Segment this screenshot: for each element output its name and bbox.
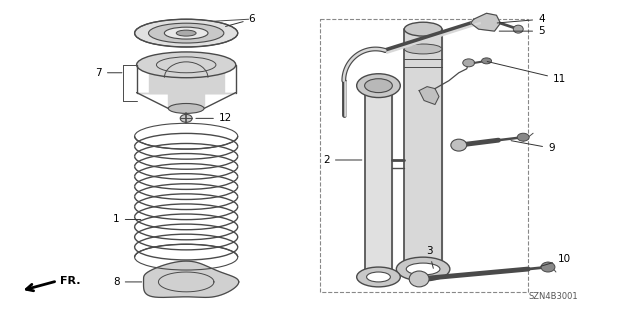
Polygon shape xyxy=(136,65,236,93)
Text: 3: 3 xyxy=(426,246,433,268)
Ellipse shape xyxy=(356,74,400,98)
Polygon shape xyxy=(365,85,392,277)
Polygon shape xyxy=(136,93,236,108)
Ellipse shape xyxy=(148,23,224,43)
Text: 11: 11 xyxy=(487,62,566,84)
Text: SZN4B3001: SZN4B3001 xyxy=(528,292,578,301)
Text: 5: 5 xyxy=(499,26,545,36)
Ellipse shape xyxy=(481,58,492,64)
Ellipse shape xyxy=(176,30,196,36)
Polygon shape xyxy=(419,87,439,105)
Text: 8: 8 xyxy=(113,277,142,287)
Text: 6: 6 xyxy=(225,14,255,26)
Ellipse shape xyxy=(541,262,555,272)
Text: 2: 2 xyxy=(323,155,362,165)
Text: 1: 1 xyxy=(113,214,141,225)
Ellipse shape xyxy=(134,19,237,47)
Ellipse shape xyxy=(404,22,442,36)
Text: 7: 7 xyxy=(95,68,122,78)
Ellipse shape xyxy=(180,115,192,122)
Ellipse shape xyxy=(168,103,204,114)
Ellipse shape xyxy=(513,25,524,33)
Ellipse shape xyxy=(136,52,236,78)
Ellipse shape xyxy=(164,27,208,39)
Polygon shape xyxy=(143,261,239,297)
Ellipse shape xyxy=(409,271,429,287)
Text: 10: 10 xyxy=(541,254,571,266)
Text: 12: 12 xyxy=(196,113,232,123)
Ellipse shape xyxy=(451,139,467,151)
Polygon shape xyxy=(470,13,500,31)
Text: 9: 9 xyxy=(511,141,555,153)
Ellipse shape xyxy=(396,257,450,281)
Ellipse shape xyxy=(365,79,392,93)
Ellipse shape xyxy=(356,267,400,287)
Ellipse shape xyxy=(463,59,475,67)
Text: FR.: FR. xyxy=(60,276,81,286)
Ellipse shape xyxy=(367,272,390,282)
Ellipse shape xyxy=(406,263,440,275)
Ellipse shape xyxy=(517,133,529,141)
Text: 4: 4 xyxy=(497,14,545,24)
Polygon shape xyxy=(404,29,442,269)
Ellipse shape xyxy=(404,44,442,54)
